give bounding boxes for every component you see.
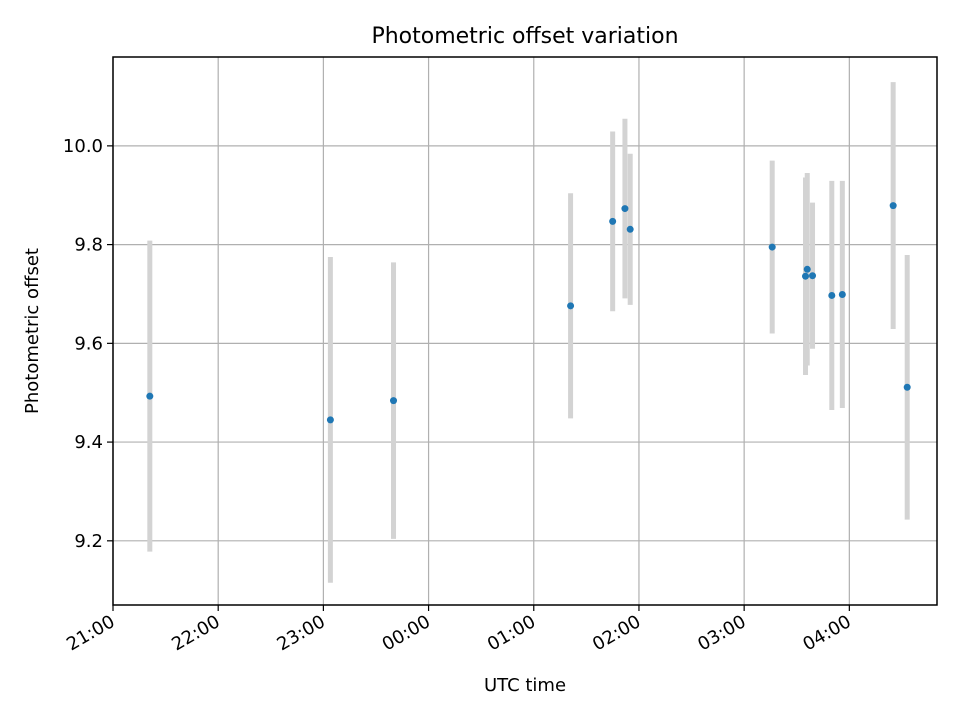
data-point (838, 290, 846, 298)
data-point (803, 265, 811, 273)
data-point (889, 202, 897, 210)
y-tick-label: 9.6 (74, 333, 103, 354)
data-point (626, 225, 634, 233)
y-tick-label: 9.2 (74, 531, 103, 552)
x-axis-label: UTC time (484, 675, 566, 696)
plot-frame (112, 56, 938, 606)
y-tick-label: 9.4 (74, 432, 103, 453)
x-tick-label: 22:00 (168, 611, 223, 655)
data-point (146, 392, 154, 400)
x-tick-label: 23:00 (273, 611, 328, 655)
x-tick-label: 21:00 (63, 611, 118, 655)
x-tick-label: 01:00 (484, 611, 539, 655)
x-tick-label: 03:00 (694, 611, 749, 655)
data-point (768, 243, 776, 251)
data-points (146, 202, 911, 424)
data-point (609, 217, 617, 225)
x-tick-label: 00:00 (379, 611, 434, 655)
data-point (390, 397, 398, 405)
axis-ticks: 21:00 22:00 23:00 00:00 01:00 02:00 03:00 04:00… (63, 136, 855, 655)
y-tick-label: 10.0 (63, 136, 103, 157)
data-point (802, 272, 810, 280)
error-bars (147, 82, 910, 583)
data-point (326, 416, 334, 424)
x-tick-label: 04:00 (799, 611, 854, 655)
y-tick-label: 9.8 (74, 235, 103, 256)
chart-title: Photometric offset variation (371, 24, 678, 49)
data-point (809, 272, 817, 280)
y-axis-label: Photometric offset (22, 248, 43, 414)
data-point (567, 302, 575, 310)
data-point (828, 291, 836, 299)
grid (112, 57, 937, 605)
data-point (621, 205, 629, 213)
data-point (903, 383, 911, 391)
x-tick-label: 02:00 (589, 611, 644, 655)
